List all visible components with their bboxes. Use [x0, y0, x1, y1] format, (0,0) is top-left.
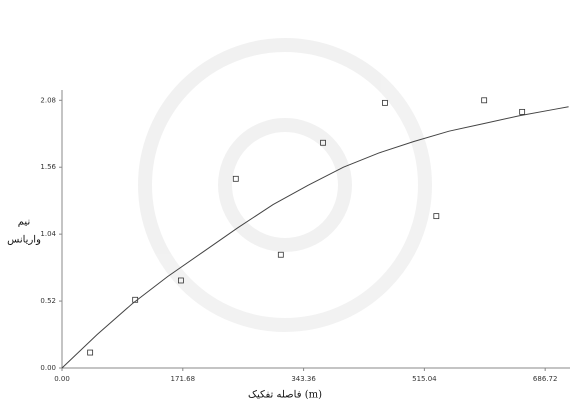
x-axis-title: فاصله تفکیک (m): [248, 390, 322, 401]
x-tick-label: 686.72: [533, 375, 558, 383]
point: [88, 350, 93, 355]
point: [520, 109, 525, 114]
x-tick-label: 171.68: [171, 375, 196, 383]
watermark: [145, 45, 425, 325]
point: [482, 98, 487, 103]
x-tick-label: 343.36: [291, 375, 316, 383]
point: [434, 214, 439, 219]
y-axis-title: نیم: [18, 217, 30, 228]
y-tick-label: 2.08: [40, 96, 56, 104]
y-axis-title: واریانس: [7, 235, 41, 246]
point: [233, 176, 238, 181]
point: [278, 252, 283, 257]
y-tick-label: 1.56: [40, 163, 56, 171]
y-tick-label: 0.52: [40, 297, 56, 305]
x-tick-label: 515.04: [412, 375, 437, 383]
point: [382, 100, 387, 105]
x-tick-label: 0.00: [54, 375, 70, 383]
chart: فاصله تفکیک (m) نیم واریانس 0.00 171.68 34…: [0, 0, 570, 403]
y-tick-label: 1.04: [40, 230, 56, 238]
y-tick-label: 0.00: [40, 364, 56, 372]
